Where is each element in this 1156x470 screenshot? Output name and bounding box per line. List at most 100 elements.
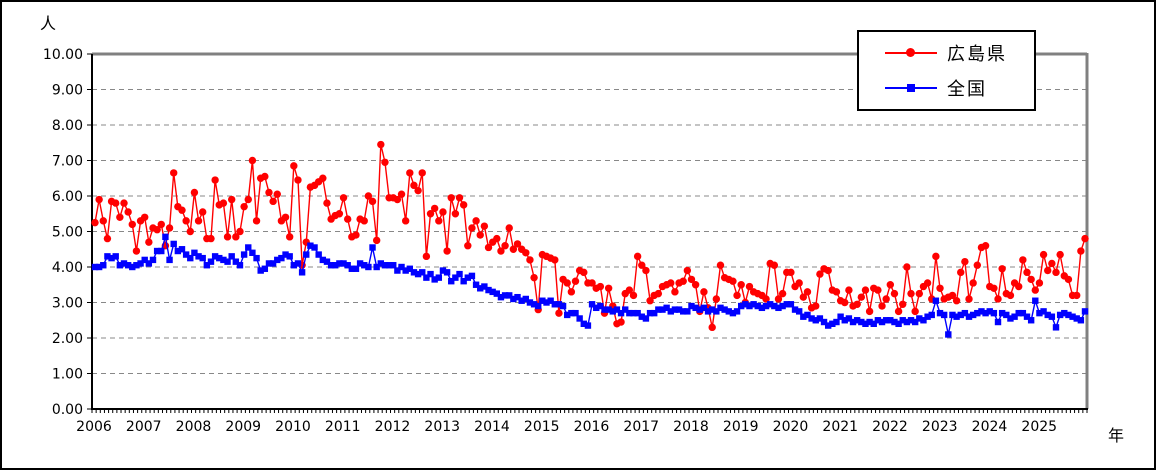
data-point [737,302,745,310]
data-point [356,260,364,267]
data-point [480,222,489,230]
data-point [95,195,103,204]
data-point [269,260,277,267]
data-point [816,315,824,322]
data-point [824,266,832,275]
data-point [236,262,244,269]
data-point [274,256,281,264]
data-point [1015,282,1023,291]
data-point [394,267,401,274]
blue-square-marker-icon [907,83,915,92]
data-point [886,281,895,289]
data-point [323,199,331,207]
data-point [899,317,906,324]
data-point [414,270,422,278]
data-point [372,236,381,245]
data-point [625,286,634,294]
data-point [190,188,199,197]
data-point [795,308,803,315]
data-point [973,261,982,269]
data-point [431,276,438,283]
x-year-label: 2011 [325,419,361,435]
data-point [998,265,1006,273]
data-point [522,249,530,257]
data-point [472,281,480,288]
data-point [336,260,343,267]
data-point [448,278,455,285]
data-point [112,199,120,207]
data-point [712,295,721,303]
data-point [186,227,194,236]
data-point [137,260,144,267]
data-point [651,309,658,317]
data-point [332,262,339,269]
y-tick-label: 1.00 [52,367,83,383]
data-point [298,269,306,276]
data-point [754,302,761,310]
data-point [129,263,136,271]
data-point [518,297,525,304]
data-point [398,263,405,271]
data-point [282,251,289,258]
data-point [882,295,890,303]
data-point [580,320,587,327]
data-point [240,251,248,258]
data-point [688,302,695,310]
data-point [510,295,517,303]
data-point [385,262,393,269]
data-point [800,313,807,320]
data-point [468,272,476,280]
data-point [410,269,418,276]
y-axis-unit-label: 人 [40,14,57,33]
x-year-label: 2013 [424,419,460,435]
data-point [493,290,500,297]
data-point [435,274,443,281]
data-point [195,253,202,260]
data-point [713,308,720,315]
x-year-label: 2022 [872,419,908,435]
data-point [497,247,505,255]
data-point [679,277,687,285]
data-point [418,169,426,177]
data-point [923,279,932,287]
data-point [535,302,542,310]
data-point [327,262,335,269]
data-point [377,140,385,149]
data-point [435,217,443,225]
data-point [452,274,459,281]
data-point [1056,250,1064,259]
data-point [422,252,431,261]
data-point [762,295,770,303]
data-point [630,309,637,317]
data-point [513,240,522,248]
data-point [965,313,973,320]
data-point [571,277,580,285]
data-point [692,304,699,312]
y-tick-label: 8.00 [52,118,83,134]
data-point [994,318,1002,326]
data-point [981,242,990,250]
data-point [141,213,149,221]
data-point [729,309,737,317]
data-point [406,265,414,272]
data-point [907,317,915,324]
data-point [307,242,314,249]
data-point [758,304,766,312]
data-point [294,176,302,184]
data-point [165,224,174,232]
data-point [339,194,348,202]
data-point [472,217,480,225]
data-point [485,286,492,294]
data-point [791,306,799,313]
data-point [841,317,848,324]
data-point [207,234,215,243]
data-point [572,309,579,317]
data-point [684,308,691,315]
y-tick-label: 7.00 [52,154,83,170]
data-point [940,311,948,319]
data-point [580,268,588,277]
data-point [227,195,236,204]
data-point [1044,311,1051,319]
data-point [207,258,215,265]
data-point [344,262,351,269]
